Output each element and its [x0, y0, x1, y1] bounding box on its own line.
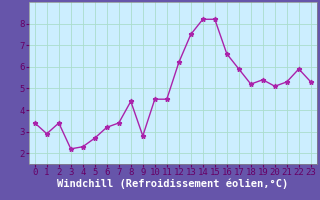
X-axis label: Windchill (Refroidissement éolien,°C): Windchill (Refroidissement éolien,°C) [57, 179, 288, 189]
